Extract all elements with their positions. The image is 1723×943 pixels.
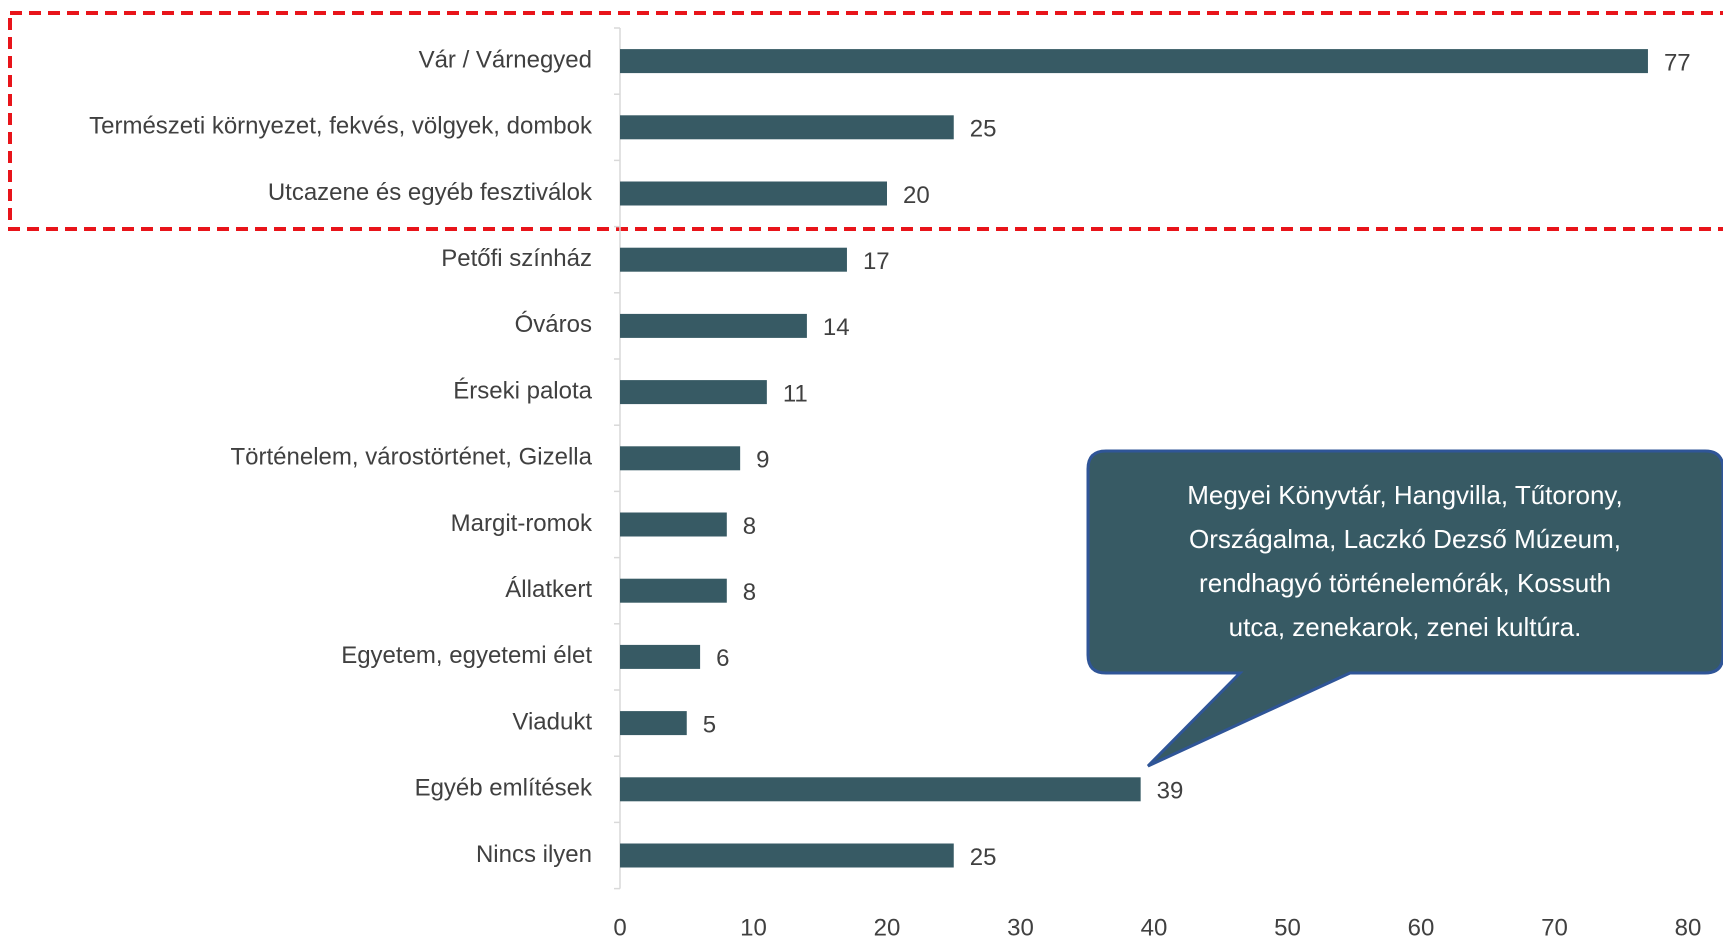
bar xyxy=(620,843,954,868)
value-label: 5 xyxy=(703,711,716,738)
y-tick-label: Petőfi színház xyxy=(441,245,592,272)
value-label: 6 xyxy=(716,645,729,672)
annotation-line: utca, zenekarok, zenei kultúra. xyxy=(1229,612,1582,642)
x-tick-label: 30 xyxy=(1007,914,1034,941)
value-label: 25 xyxy=(970,116,997,143)
bar xyxy=(620,711,687,736)
y-tick-label: Érseki palota xyxy=(453,377,592,404)
value-label: 39 xyxy=(1157,778,1184,805)
y-tick-label: Óváros xyxy=(515,311,592,338)
bar xyxy=(620,115,954,140)
bar xyxy=(620,181,887,206)
y-tick-label: Egyetem, egyetemi élet xyxy=(341,642,592,669)
y-tick-label: Viadukt xyxy=(512,708,592,735)
y-tick-label: Történelem, várostörténet, Gizella xyxy=(231,444,593,471)
y-tick-label: Vár / Várnegyed xyxy=(419,46,592,73)
y-tick-label: Egyéb említések xyxy=(415,775,593,802)
annotation-line: rendhagyó történelemórák, Kossuth xyxy=(1199,568,1611,598)
value-label: 77 xyxy=(1664,49,1691,76)
bar xyxy=(620,49,1648,74)
annotation-line: Megyei Könyvtár, Hangvilla, Tűtorony, xyxy=(1187,480,1622,510)
plot-area: 0 10 20 30 40 50 60 70 80 Vár / Várnegyed 77 Termés… xyxy=(89,27,1702,941)
value-label: 9 xyxy=(756,447,769,474)
y-tick-label: Természeti környezet, fekvés, völgyek, d… xyxy=(89,113,593,140)
bar xyxy=(620,578,727,603)
x-tick-label: 70 xyxy=(1541,914,1568,941)
x-tick-label: 50 xyxy=(1274,914,1301,941)
y-tick-label: Állatkert xyxy=(505,576,592,603)
x-tick-label: 10 xyxy=(740,914,767,941)
bar xyxy=(620,512,727,537)
value-label: 17 xyxy=(863,248,890,275)
value-label: 8 xyxy=(743,579,756,606)
value-label: 11 xyxy=(783,380,808,407)
annotation-line: Országalma, Laczkó Dezső Múzeum, xyxy=(1189,524,1621,554)
bar xyxy=(620,777,1141,802)
bar xyxy=(620,380,767,405)
x-tick-label: 60 xyxy=(1408,914,1435,941)
y-tick-label: Margit-romok xyxy=(451,510,593,537)
highlight-box xyxy=(8,11,1723,231)
bar xyxy=(620,247,847,272)
y-tick-label: Nincs ilyen xyxy=(476,841,592,868)
callout xyxy=(1086,449,1723,768)
bar xyxy=(620,313,807,338)
value-label: 8 xyxy=(743,513,756,540)
x-tick-label: 0 xyxy=(613,914,626,941)
value-label: 14 xyxy=(823,314,850,341)
bar xyxy=(620,644,701,669)
x-tick-label: 40 xyxy=(1141,914,1168,941)
callout-text: Megyei Könyvtár, Hangvilla, Tűtorony, Ors… xyxy=(1187,480,1622,642)
x-tick-label: 80 xyxy=(1675,914,1702,941)
x-tick-label: 20 xyxy=(874,914,901,941)
value-label: 25 xyxy=(970,844,997,871)
y-tick-label: Utcazene és egyéb fesztiválok xyxy=(268,179,593,206)
bar xyxy=(620,446,741,471)
value-label: 20 xyxy=(903,182,930,209)
